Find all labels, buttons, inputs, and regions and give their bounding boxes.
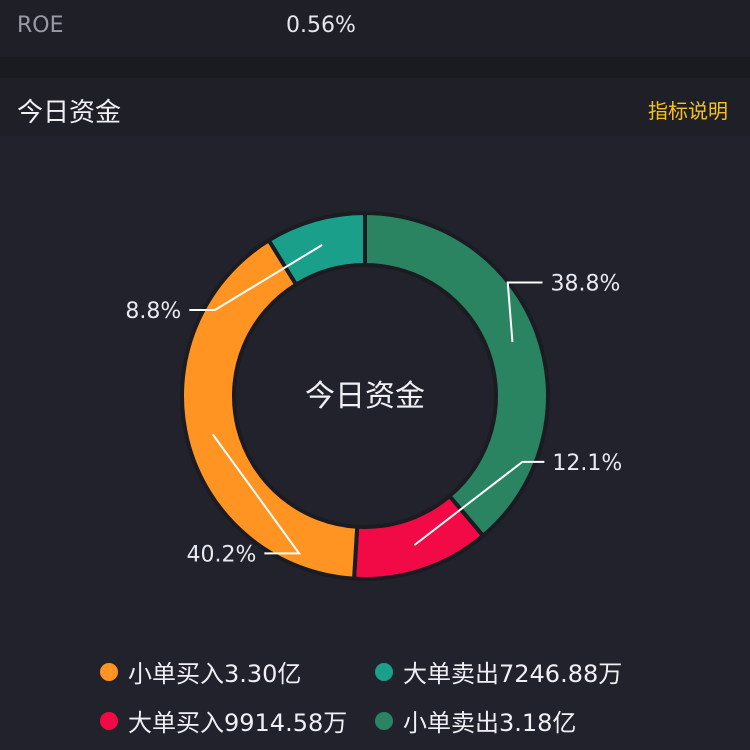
legend-label: 大单卖出7246.88万: [403, 660, 623, 688]
donut-center-label: 今日资金: [305, 379, 425, 414]
donut-chart: 38.8% 12.1% 40.2% 8.8% 今日资金: [125, 210, 622, 581]
indicator-info-link[interactable]: 指标说明: [648, 99, 728, 123]
slice-leader-line: [211, 433, 302, 555]
roe-value: 0.56%: [286, 13, 356, 38]
legend-color-dot: [100, 711, 118, 730]
roe-row: ROE 0.56%: [0, 0, 750, 57]
pie-slice[interactable]: [363, 210, 550, 539]
legend-label: 小单买入3.30亿: [128, 660, 302, 688]
slice-percent-label: 40.2%: [186, 542, 256, 567]
legend-color-dot: [100, 662, 118, 681]
slice-leader-line: [506, 281, 543, 343]
legend-color-dot: [375, 711, 393, 730]
section-header: 今日资金 指标说明: [0, 78, 750, 136]
pie-slice[interactable]: [180, 237, 360, 581]
slice-percent-label: 38.8%: [551, 272, 621, 297]
chart-legend: 小单买入3.30亿 大单卖出7246.88万大单买入9914.58万 小单卖出3.1…: [0, 136, 750, 750]
slice-leader-line: [413, 460, 545, 546]
slice-leader-line: [189, 244, 323, 311]
section-divider: [0, 57, 750, 78]
legend-label: 大单买入9914.58万: [128, 709, 348, 737]
slice-percent-label: 12.1%: [552, 451, 622, 476]
legend-color-dot: [375, 662, 393, 681]
capital-flow-chart: 38.8% 12.1% 40.2% 8.8% 今日资金 小单买入3.30亿 大单卖出724…: [0, 136, 750, 750]
section-title: 今日资金: [17, 98, 122, 128]
slice-percent-label: 8.8%: [125, 299, 181, 324]
roe-label: ROE: [17, 13, 64, 38]
legend-label: 小单卖出3.18亿: [403, 709, 577, 737]
legend-item[interactable]: 大单买入9914.58万: [100, 703, 347, 738]
legend-item[interactable]: 小单卖出3.18亿: [375, 703, 576, 738]
legend-item[interactable]: 大单卖出7246.88万: [375, 654, 622, 689]
legend-item[interactable]: 小单买入3.30亿: [100, 654, 301, 689]
